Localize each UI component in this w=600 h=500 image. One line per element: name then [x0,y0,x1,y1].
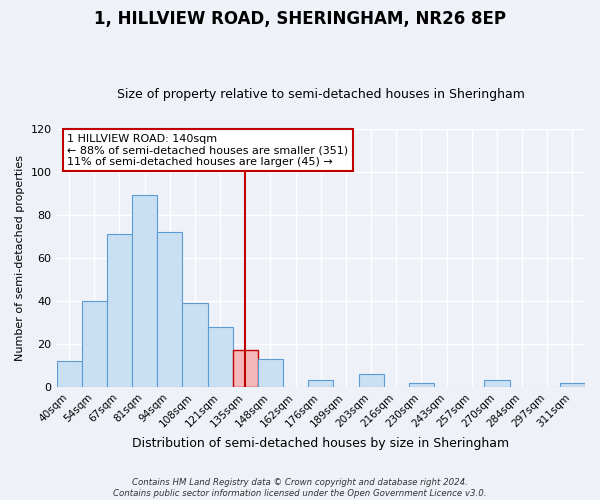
Bar [359,374,383,387]
Bar [409,382,434,387]
X-axis label: Distribution of semi-detached houses by size in Sheringham: Distribution of semi-detached houses by … [132,437,509,450]
Bar [233,350,258,387]
Bar [182,303,208,387]
Bar [56,361,82,387]
Bar [107,234,132,387]
Bar [157,232,182,387]
Bar [208,326,233,387]
Text: Contains HM Land Registry data © Crown copyright and database right 2024.
Contai: Contains HM Land Registry data © Crown c… [113,478,487,498]
Bar [308,380,334,387]
Bar [132,196,157,387]
Bar [484,380,509,387]
Bar [560,382,585,387]
Text: 1, HILLVIEW ROAD, SHERINGHAM, NR26 8EP: 1, HILLVIEW ROAD, SHERINGHAM, NR26 8EP [94,10,506,28]
Bar [258,359,283,387]
Y-axis label: Number of semi-detached properties: Number of semi-detached properties [15,155,25,361]
Title: Size of property relative to semi-detached houses in Sheringham: Size of property relative to semi-detach… [117,88,525,101]
Text: 1 HILLVIEW ROAD: 140sqm
← 88% of semi-detached houses are smaller (351)
11% of s: 1 HILLVIEW ROAD: 140sqm ← 88% of semi-de… [67,134,348,167]
Bar [82,301,107,387]
